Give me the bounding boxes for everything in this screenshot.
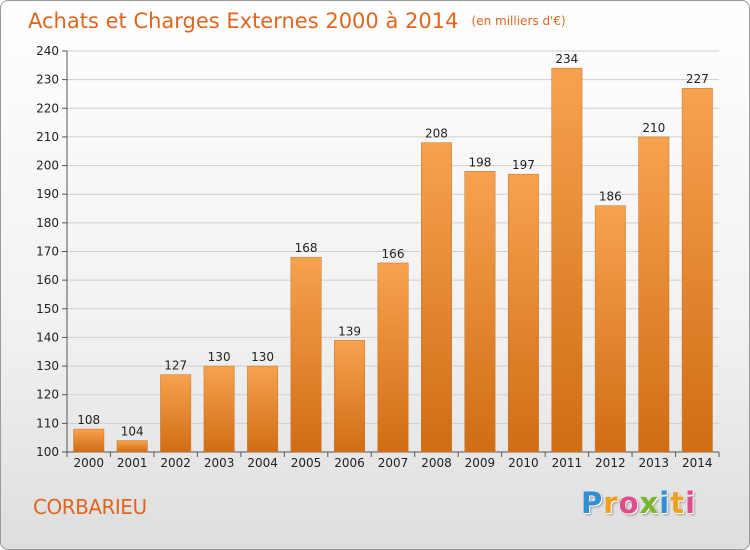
- x-tick-label-2009: 2009: [465, 456, 496, 470]
- value-label-2012: 186: [599, 190, 622, 204]
- bar-2014: [681, 87, 713, 453]
- bar-2009: [464, 171, 496, 453]
- x-tick-label-2008: 2008: [421, 456, 452, 470]
- bar-2003: [203, 365, 235, 453]
- y-tick-label: 150: [36, 302, 59, 316]
- y-tick-label: 120: [36, 388, 59, 402]
- value-label-2011: 234: [555, 52, 578, 66]
- y-tick-label: 110: [36, 416, 59, 430]
- bar-2007: [377, 262, 409, 453]
- value-label-2009: 198: [468, 155, 491, 169]
- y-tick-label: 200: [36, 159, 59, 173]
- bar-2011: [551, 67, 583, 453]
- x-tick-label-2010: 2010: [508, 456, 539, 470]
- y-tick-label: 100: [36, 445, 59, 459]
- x-tick-label-2003: 2003: [204, 456, 235, 470]
- value-label-2014: 227: [686, 72, 709, 86]
- bar-2006: [334, 340, 365, 453]
- value-label-2000: 108: [77, 413, 100, 427]
- x-tick-label-2001: 2001: [117, 456, 148, 470]
- unit-label: (en milliers d'€): [471, 14, 566, 28]
- y-tick-label: 130: [36, 359, 59, 373]
- value-label-2013: 210: [642, 121, 665, 135]
- y-tick-label: 190: [36, 187, 59, 201]
- y-tick-label: 220: [36, 101, 59, 115]
- y-tick-label: 160: [36, 273, 59, 287]
- value-label-2003: 130: [208, 350, 231, 364]
- bar-2012: [594, 205, 626, 453]
- logo-letter: r: [603, 486, 619, 520]
- x-tick-label-2000: 2000: [73, 456, 104, 470]
- labels: 100 110 120 130 140 150 160 170 180 190 200 210 220 2…: [36, 44, 712, 470]
- logo-letter: t: [670, 486, 686, 520]
- x-tick-label-2002: 2002: [160, 456, 191, 470]
- bar-2013: [638, 136, 670, 453]
- bar-2004: [247, 365, 279, 453]
- value-label-2004: 130: [251, 350, 274, 364]
- y-tick-label: 180: [36, 216, 59, 230]
- value-label-2006: 139: [338, 324, 361, 338]
- proxiti-logo: Proxiti: [581, 486, 696, 520]
- y-tick-label: 170: [36, 245, 59, 259]
- y-tick-label: 240: [36, 44, 59, 58]
- value-label-2001: 104: [121, 425, 144, 439]
- value-label-2008: 208: [425, 127, 448, 141]
- logo-letter: i: [659, 486, 671, 520]
- x-tick-label-2014: 2014: [682, 456, 713, 470]
- logo-letter: o: [618, 486, 640, 520]
- x-tick-label-2013: 2013: [639, 456, 670, 470]
- value-label-2007: 166: [382, 247, 405, 261]
- x-tick-label-2012: 2012: [595, 456, 626, 470]
- bar-2001: [116, 440, 148, 453]
- x-tick-label-2011: 2011: [552, 456, 583, 470]
- y-tick-label: 140: [36, 330, 59, 344]
- value-label-2002: 127: [164, 359, 187, 373]
- bar-2008: [421, 142, 452, 453]
- x-tick-label-2007: 2007: [378, 456, 409, 470]
- bar-2010: [507, 173, 539, 453]
- y-tick-label: 210: [36, 130, 59, 144]
- value-label-2010: 197: [512, 158, 535, 172]
- city-name: CORBARIEU: [33, 495, 147, 519]
- x-tick-label-2004: 2004: [247, 456, 278, 470]
- y-tick-label: 230: [36, 73, 59, 87]
- bar-2000: [73, 428, 105, 453]
- x-tick-label-2005: 2005: [291, 456, 322, 470]
- bar-2002: [160, 374, 192, 453]
- bar-2005: [290, 256, 322, 453]
- logo-letter: P: [581, 486, 604, 520]
- title-row: Achats et Charges Externes 2000 à 2014 (…: [28, 9, 566, 33]
- logo-letter: x: [639, 486, 660, 520]
- x-tick-label-2006: 2006: [334, 456, 365, 470]
- logo-letter: i: [685, 486, 697, 520]
- bars: [73, 67, 713, 453]
- value-label-2005: 168: [295, 241, 318, 255]
- chart-title: Achats et Charges Externes 2000 à 2014: [28, 9, 459, 33]
